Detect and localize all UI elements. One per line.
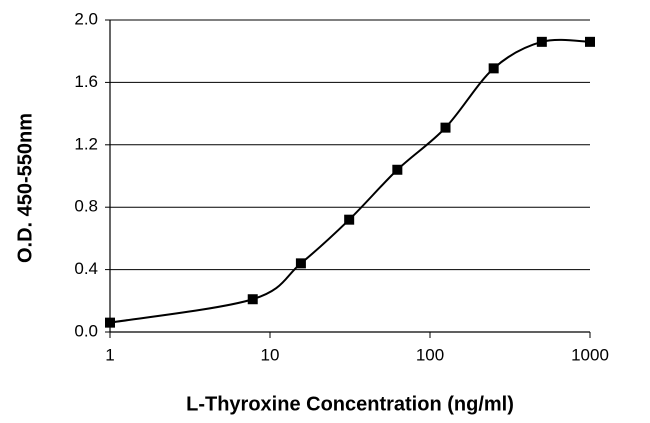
y-tick-label: 0.4 [74,259,98,278]
y-tick-label: 1.2 [74,134,98,153]
marker [440,122,451,133]
marker [536,36,547,47]
marker [344,214,355,225]
x-tick-label: 10 [261,345,280,364]
marker [488,63,499,74]
x-tick-label: 100 [416,345,444,364]
y-axis-title: O.D. 450-550nm [14,113,36,263]
x-tick-label: 1000 [571,345,609,364]
x-tick-label: 1 [105,345,114,364]
marker [392,164,403,175]
marker [585,36,595,47]
marker [295,258,306,269]
marker [247,294,258,305]
x-axis-title: L-Thyroxine Concentration (ng/ml) [186,393,514,415]
y-tick-label: 1.6 [74,72,98,91]
y-tick-label: 0.0 [74,321,98,340]
marker [105,317,115,328]
y-tick-label: 2.0 [74,9,98,28]
y-tick-label: 0.8 [74,197,98,216]
